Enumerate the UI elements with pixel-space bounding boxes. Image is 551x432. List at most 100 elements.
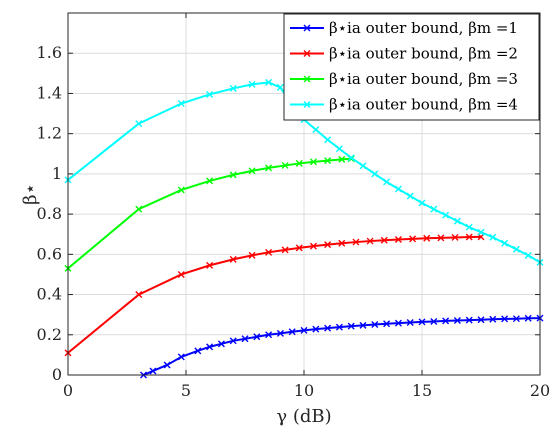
legend-marker bbox=[303, 50, 311, 57]
data-point bbox=[465, 223, 473, 231]
data-point bbox=[300, 326, 308, 334]
data-point bbox=[312, 126, 320, 134]
legend: β⋆ia outer bound, βm =1 β⋆ia outer bound,… bbox=[283, 13, 540, 121]
data-point bbox=[177, 353, 185, 361]
data-point bbox=[265, 164, 273, 172]
data-point bbox=[163, 361, 171, 369]
data-point bbox=[347, 322, 355, 330]
y-tick-label: 0.6 bbox=[37, 244, 62, 263]
legend-label: β⋆ia outer bound, βm =3 bbox=[329, 70, 518, 88]
data-point bbox=[501, 315, 509, 323]
data-point bbox=[465, 233, 473, 241]
data-point bbox=[312, 325, 320, 333]
series-line-1 bbox=[143, 317, 541, 376]
data-point bbox=[418, 199, 426, 207]
legend-item: β⋆ia outer bound, βm =4 bbox=[290, 96, 518, 114]
data-point bbox=[229, 255, 237, 263]
x-axis-label: γ (dB) bbox=[276, 406, 331, 427]
data-point bbox=[383, 320, 391, 328]
data-point bbox=[288, 328, 296, 336]
data-point bbox=[430, 318, 438, 325]
data-point bbox=[437, 234, 445, 242]
data-point bbox=[442, 317, 450, 325]
y-tick-label: 0 bbox=[52, 365, 62, 384]
legend-label: β⋆ia outer bound, βm =4 bbox=[329, 96, 518, 114]
data-point bbox=[359, 162, 367, 170]
y-tick-label: 1.2 bbox=[37, 124, 62, 143]
x-tick-label: 5 bbox=[181, 381, 191, 400]
data-point bbox=[524, 314, 532, 322]
data-point bbox=[359, 321, 367, 329]
data-point bbox=[281, 161, 289, 169]
data-point bbox=[366, 237, 374, 245]
legend-marker bbox=[303, 24, 311, 32]
data-point bbox=[177, 270, 185, 278]
data-point bbox=[241, 335, 249, 343]
data-point bbox=[281, 246, 289, 254]
data-point bbox=[394, 319, 402, 327]
y-tick-label: 1.6 bbox=[37, 43, 62, 62]
data-point bbox=[265, 78, 273, 86]
data-point bbox=[371, 170, 379, 178]
y-axis-label: β⋆ bbox=[20, 183, 41, 205]
y-tick-label: 0.8 bbox=[37, 204, 62, 223]
y-tick-label: 0.4 bbox=[37, 285, 62, 304]
data-point bbox=[265, 331, 273, 339]
data-point bbox=[309, 158, 317, 166]
data-point bbox=[352, 238, 360, 246]
data-point bbox=[248, 80, 256, 88]
data-point bbox=[149, 367, 157, 375]
data-point bbox=[206, 261, 214, 269]
data-point bbox=[406, 319, 414, 327]
data-point bbox=[265, 248, 273, 256]
data-point bbox=[430, 205, 438, 213]
data-point bbox=[335, 323, 343, 331]
y-tick-label: 1 bbox=[52, 164, 62, 183]
data-point bbox=[324, 136, 332, 144]
data-point bbox=[309, 242, 317, 250]
data-point bbox=[423, 234, 431, 242]
x-tick-label: 20 bbox=[530, 381, 550, 400]
data-point bbox=[512, 245, 520, 253]
series-1 bbox=[140, 314, 544, 379]
data-point bbox=[394, 235, 402, 243]
data-point bbox=[177, 100, 185, 107]
data-point bbox=[135, 120, 143, 128]
y-tick-label: 0.2 bbox=[37, 325, 62, 344]
legend-label: β⋆ia outer bound, βm =2 bbox=[329, 45, 518, 63]
data-point bbox=[295, 244, 303, 252]
data-point bbox=[206, 90, 214, 98]
data-point bbox=[206, 177, 214, 185]
data-point bbox=[451, 233, 459, 241]
data-point bbox=[394, 185, 402, 193]
data-point bbox=[383, 178, 391, 186]
data-point bbox=[206, 343, 214, 351]
data-point bbox=[409, 235, 417, 243]
data-point bbox=[371, 321, 379, 329]
data-point bbox=[194, 347, 202, 355]
data-point bbox=[229, 337, 237, 345]
data-point bbox=[418, 318, 426, 326]
legend-item: β⋆ia outer bound, βm =1 bbox=[290, 19, 518, 37]
data-point bbox=[253, 333, 261, 341]
y-tick-label: 1.4 bbox=[37, 83, 62, 102]
data-point bbox=[442, 211, 450, 219]
data-point bbox=[135, 205, 143, 213]
data-point bbox=[177, 186, 185, 194]
legend-box bbox=[283, 13, 540, 121]
data-point bbox=[338, 239, 346, 247]
data-point bbox=[324, 324, 332, 332]
data-point bbox=[489, 315, 497, 323]
data-point bbox=[380, 236, 388, 244]
data-point bbox=[335, 145, 343, 153]
data-point bbox=[295, 159, 303, 167]
series-3 bbox=[64, 155, 355, 272]
ticks: 0 5 10 15 20 0 0.2 0.4 0.6 0.8 1 1.2 1.4 1.6 bbox=[37, 13, 550, 400]
series-layer bbox=[64, 78, 544, 379]
data-point bbox=[347, 154, 355, 162]
data-point bbox=[453, 217, 461, 225]
data-point bbox=[465, 316, 473, 324]
data-point bbox=[229, 84, 237, 92]
legend-marker bbox=[303, 101, 311, 108]
